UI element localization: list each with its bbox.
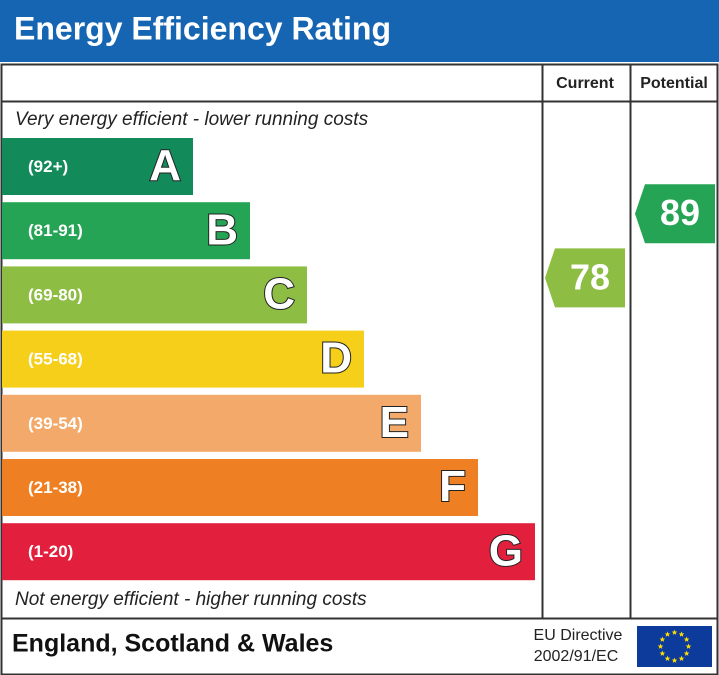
rating-arrow bbox=[545, 248, 625, 308]
eu-star bbox=[678, 655, 685, 662]
top-note: Very energy efficient - lower running co… bbox=[15, 109, 369, 130]
directive: 2002/91/EC bbox=[534, 648, 619, 665]
directive: EU Directive bbox=[534, 627, 623, 644]
band-range: (21-38) bbox=[28, 478, 83, 497]
band-range: (69-80) bbox=[28, 285, 83, 304]
header-bar bbox=[0, 0, 719, 62]
band-range: (55-68) bbox=[28, 350, 83, 369]
band-letter: F bbox=[439, 462, 466, 511]
eu-star bbox=[685, 643, 692, 649]
band-range: (39-54) bbox=[28, 414, 83, 433]
band-bar bbox=[2, 459, 478, 516]
band-letter: D bbox=[320, 334, 352, 383]
band-letter: E bbox=[380, 398, 409, 447]
band-letter: A bbox=[149, 141, 181, 190]
band-letter: C bbox=[263, 270, 295, 319]
band-bar bbox=[2, 523, 535, 581]
rating-arrow bbox=[635, 184, 715, 244]
eu-star bbox=[659, 636, 666, 642]
eu-star bbox=[659, 650, 666, 656]
rating-value: 89 bbox=[660, 192, 700, 233]
eu-star bbox=[671, 629, 678, 635]
potential-header: Potential bbox=[640, 75, 708, 92]
eu-star bbox=[683, 636, 690, 642]
rating-value: 78 bbox=[570, 256, 610, 297]
eu-star bbox=[671, 657, 678, 663]
band-bar bbox=[2, 202, 250, 260]
band-bar bbox=[2, 138, 193, 195]
bottom-note: Not energy efficient - higher running co… bbox=[15, 589, 367, 610]
eu-stars bbox=[657, 629, 692, 663]
band-letter: G bbox=[489, 526, 523, 575]
band-letter: B bbox=[206, 205, 238, 254]
current-header: Current bbox=[556, 75, 614, 92]
band-bar bbox=[2, 266, 307, 324]
title: Energy Efficiency Rating bbox=[14, 10, 391, 46]
eu-star bbox=[678, 631, 685, 637]
band-range: (92+) bbox=[28, 157, 68, 176]
eu-star bbox=[664, 655, 671, 662]
eu-star bbox=[657, 643, 664, 649]
band-bar bbox=[2, 394, 421, 452]
band-range: (81-91) bbox=[28, 221, 83, 240]
region: England, Scotland & Wales bbox=[12, 630, 333, 658]
eu-star bbox=[683, 650, 690, 656]
band-range: (1-20) bbox=[28, 542, 73, 561]
eu-star bbox=[664, 631, 671, 637]
band-bar bbox=[2, 330, 364, 388]
